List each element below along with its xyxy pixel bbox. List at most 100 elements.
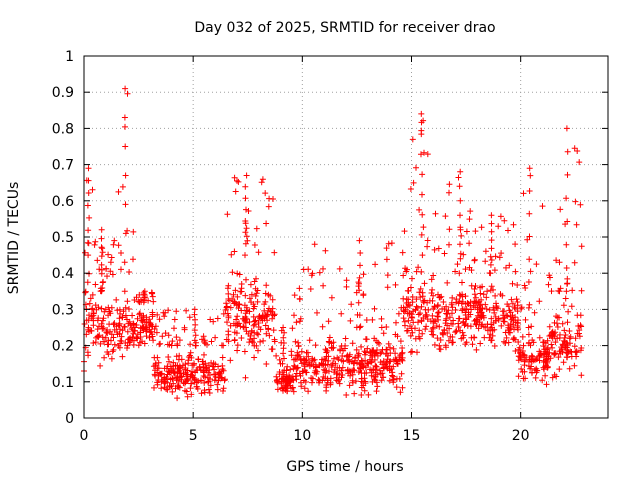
- data-point: [188, 391, 195, 398]
- data-point: [191, 376, 198, 383]
- data-point: [174, 342, 181, 349]
- data-point: [253, 225, 260, 232]
- data-point: [477, 340, 484, 347]
- data-point: [186, 314, 193, 321]
- data-point: [305, 388, 312, 395]
- data-point: [551, 371, 558, 378]
- data-point-spike: [563, 288, 570, 295]
- data-point: [444, 311, 450, 317]
- data-point: [286, 372, 292, 379]
- data-point: [309, 270, 316, 277]
- data-point-spike: [192, 332, 199, 339]
- data-point: [98, 323, 105, 330]
- data-point: [466, 264, 473, 271]
- data-point: [85, 317, 92, 324]
- data-point: [488, 257, 495, 263]
- data-point: [165, 354, 172, 360]
- data-point: [442, 317, 449, 324]
- data-point: [278, 375, 285, 382]
- y-tick-label: 0.7: [52, 158, 74, 174]
- data-point-spike: [98, 226, 105, 233]
- data-point: [351, 359, 358, 366]
- data-point-spike: [99, 279, 106, 286]
- data-point: [496, 254, 503, 261]
- data-point: [263, 282, 270, 289]
- data-point: [255, 249, 262, 256]
- data-point: [131, 328, 138, 334]
- data-point: [392, 281, 399, 288]
- data-point: [537, 352, 544, 359]
- y-tick-label: 0: [65, 411, 74, 427]
- data-point: [251, 278, 258, 285]
- data-point: [274, 386, 281, 393]
- data-point: [220, 367, 227, 374]
- data-point: [484, 288, 491, 295]
- data-point: [124, 342, 131, 349]
- data-point: [540, 339, 546, 346]
- data-point: [468, 282, 475, 289]
- data-point: [409, 294, 416, 300]
- data-point: [81, 321, 88, 327]
- data-point: [435, 245, 442, 252]
- data-point: [399, 354, 406, 361]
- data-point: [572, 198, 579, 205]
- data-point: [343, 283, 350, 290]
- data-point: [108, 355, 115, 362]
- data-point: [97, 362, 104, 369]
- data-point: [556, 366, 563, 373]
- data-point: [511, 335, 517, 341]
- data-point: [91, 241, 98, 248]
- data-point-spike: [456, 183, 463, 190]
- data-point: [435, 309, 442, 316]
- data-point: [199, 358, 206, 365]
- data-point: [424, 316, 431, 323]
- data-point: [251, 242, 258, 248]
- data-point: [223, 304, 230, 311]
- data-point-spike: [191, 306, 198, 313]
- data-point-spike: [418, 231, 425, 238]
- data-point: [295, 339, 302, 346]
- data-point-spike: [122, 230, 129, 237]
- data-point: [520, 342, 527, 349]
- data-point: [262, 298, 269, 305]
- data-point: [505, 339, 512, 346]
- data-point: [104, 273, 110, 280]
- data-point: [564, 354, 571, 361]
- data-point: [225, 296, 232, 302]
- data-point: [418, 268, 425, 275]
- data-points: [81, 85, 585, 402]
- data-point: [231, 300, 238, 307]
- data-point-spike: [487, 261, 494, 268]
- data-point: [578, 372, 585, 379]
- data-point: [462, 266, 469, 273]
- data-point: [473, 346, 480, 353]
- data-point: [527, 268, 534, 275]
- data-point: [444, 330, 451, 336]
- data-point: [377, 359, 384, 366]
- data-point: [90, 310, 97, 317]
- y-tick-label: 0.3: [52, 302, 74, 318]
- data-point: [420, 224, 427, 231]
- data-point: [259, 176, 266, 183]
- data-point: [409, 314, 416, 321]
- data-point: [484, 327, 491, 334]
- data-point: [453, 296, 460, 303]
- data-point: [480, 291, 487, 298]
- data-point: [259, 312, 266, 319]
- data-point: [202, 374, 209, 381]
- data-point: [351, 390, 358, 397]
- data-point: [370, 373, 377, 380]
- data-point: [556, 259, 563, 266]
- data-point: [331, 355, 337, 362]
- data-point: [293, 319, 300, 326]
- data-point: [153, 329, 160, 336]
- data-point: [115, 242, 122, 249]
- data-point: [130, 330, 137, 337]
- data-point: [247, 281, 254, 288]
- data-point: [291, 312, 297, 319]
- data-point: [124, 316, 130, 323]
- data-point: [106, 308, 113, 315]
- data-point: [541, 366, 547, 373]
- data-point: [564, 275, 571, 282]
- data-point: [479, 305, 486, 312]
